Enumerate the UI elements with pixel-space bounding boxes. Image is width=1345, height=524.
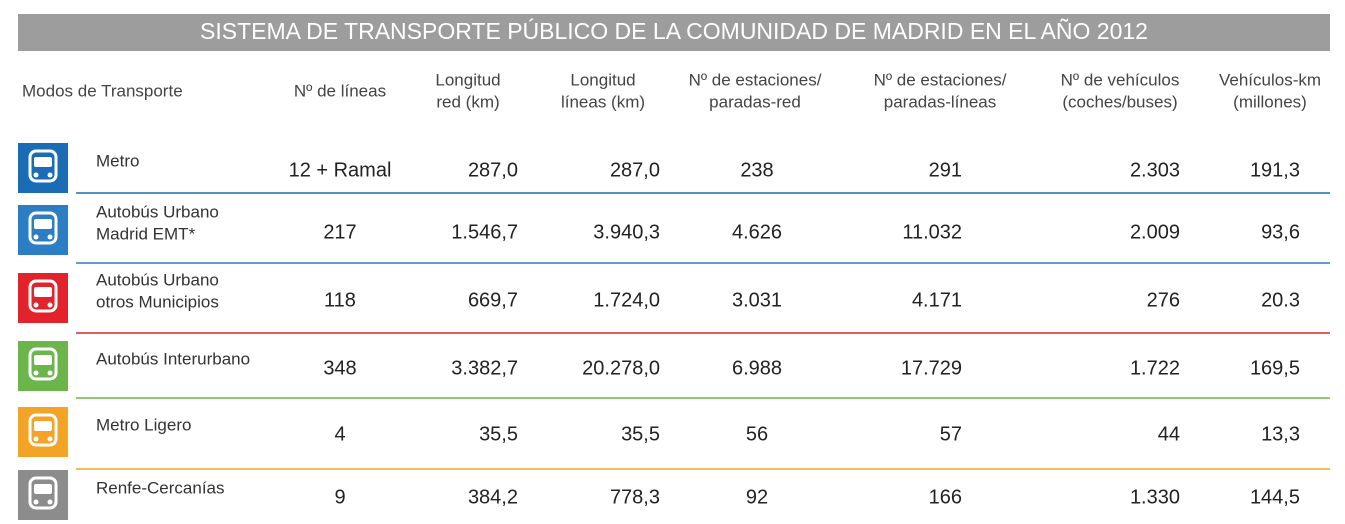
icon-wheel — [33, 234, 39, 240]
icon-wheel — [33, 499, 39, 505]
cell-value: 166 — [929, 486, 962, 508]
icon-window — [34, 484, 52, 494]
cell-value: 287,0 — [468, 159, 518, 181]
cell-value: 191,3 — [1250, 159, 1300, 181]
column-header: Longitud — [435, 70, 500, 89]
icon-window — [34, 287, 52, 297]
icon-wheel — [47, 370, 53, 376]
column-header: Nº de estaciones/ — [689, 70, 822, 89]
cell-value: 4.626 — [732, 221, 782, 243]
cell-value: 287,0 — [610, 159, 660, 181]
cell-value: 92 — [746, 486, 768, 508]
cell-value: 384,2 — [468, 486, 518, 508]
cell-value: 93,6 — [1261, 221, 1300, 243]
cell-value: 1.546,7 — [451, 221, 518, 243]
cell-value: 35,5 — [479, 423, 518, 445]
column-header: Nº de vehículos — [1061, 70, 1180, 89]
icon-window — [34, 355, 52, 365]
cell-value: 238 — [740, 159, 773, 181]
column-header: (coches/buses) — [1062, 92, 1177, 111]
icon-wheel — [33, 436, 39, 442]
column-header: paradas-red — [709, 92, 801, 111]
icon-shape — [28, 413, 58, 447]
icon-shape — [28, 149, 58, 183]
icon-wheel — [47, 436, 53, 442]
column-header: Vehículos-km — [1219, 70, 1321, 89]
icon-shape — [28, 279, 58, 313]
cell-value: 217 — [323, 221, 356, 243]
mode-name: Metro — [96, 151, 139, 170]
cell-value: 669,7 — [468, 289, 518, 311]
cell-value: 778,3 — [610, 486, 660, 508]
cell-value: 118 — [324, 289, 356, 311]
column-header: (millones) — [1233, 92, 1307, 111]
cell-value: 4.171 — [912, 289, 962, 311]
icon-wheel — [33, 172, 39, 178]
column-header: Longitud — [570, 70, 635, 89]
mode-name: Renfe-Cercanías — [96, 478, 225, 497]
icon-window — [34, 157, 52, 167]
cell-value: 1.330 — [1130, 486, 1180, 508]
icon-wheel — [47, 234, 53, 240]
cell-value: 57 — [940, 423, 962, 445]
title-bar — [18, 14, 1330, 51]
icon-shape — [28, 347, 58, 381]
column-header: Nº de estaciones/ — [874, 70, 1007, 89]
column-header: líneas (km) — [561, 92, 645, 111]
cell-value: 17.729 — [901, 357, 962, 379]
icon-wheel — [47, 172, 53, 178]
icon-window — [34, 219, 52, 229]
mode-name: Autobús Urbano — [96, 270, 219, 289]
cell-value: 291 — [929, 159, 962, 181]
icon-shape — [28, 476, 58, 510]
icon-wheel — [33, 302, 39, 308]
cell-value: 3.031 — [732, 289, 782, 311]
cell-value: 169,5 — [1250, 357, 1300, 379]
mode-name: Autobús Interurbano — [96, 349, 250, 368]
cell-value: 3.940,3 — [593, 221, 660, 243]
column-header: paradas-líneas — [884, 92, 996, 111]
cell-value: 6.988 — [732, 357, 782, 379]
cell-value: 13,3 — [1261, 423, 1300, 445]
icon-wheel — [47, 499, 53, 505]
cell-value: 35,5 — [621, 423, 660, 445]
cell-value: 2.009 — [1130, 221, 1180, 243]
mode-name: Metro Ligero — [96, 415, 191, 434]
cell-value: 11.032 — [902, 221, 962, 243]
cell-value: 20.278,0 — [582, 357, 660, 379]
column-header: Modos de Transporte — [22, 81, 183, 100]
cell-value: 56 — [746, 423, 768, 445]
icon-wheel — [33, 370, 39, 376]
cell-value: 144,5 — [1250, 486, 1300, 508]
cell-value: 276 — [1147, 289, 1180, 311]
cell-value: 2.303 — [1130, 159, 1180, 181]
mode-name: otros Municipios — [96, 292, 219, 311]
title: SISTEMA DE TRANSPORTE PÚBLICO DE LA COMU… — [200, 18, 1148, 44]
icon-window — [34, 421, 52, 431]
cell-value: 4 — [334, 423, 345, 445]
column-header: red (km) — [436, 92, 499, 111]
icon-shape — [28, 211, 58, 245]
icon-wheel — [47, 302, 53, 308]
cell-value: 3.382,7 — [451, 357, 518, 379]
column-header: Nº de líneas — [294, 81, 386, 100]
cell-value: 1.722 — [1130, 357, 1180, 379]
cell-value: 44 — [1158, 423, 1180, 445]
cell-value: 1.724,0 — [593, 289, 660, 311]
cell-value: 9 — [334, 486, 345, 508]
mode-name: Autobús Urbano — [96, 202, 219, 221]
cell-value: 348 — [323, 357, 356, 379]
cell-value: 12 + Ramal — [289, 159, 392, 181]
cell-value: 20.3 — [1261, 289, 1300, 311]
mode-name: Madrid EMT* — [96, 224, 196, 243]
